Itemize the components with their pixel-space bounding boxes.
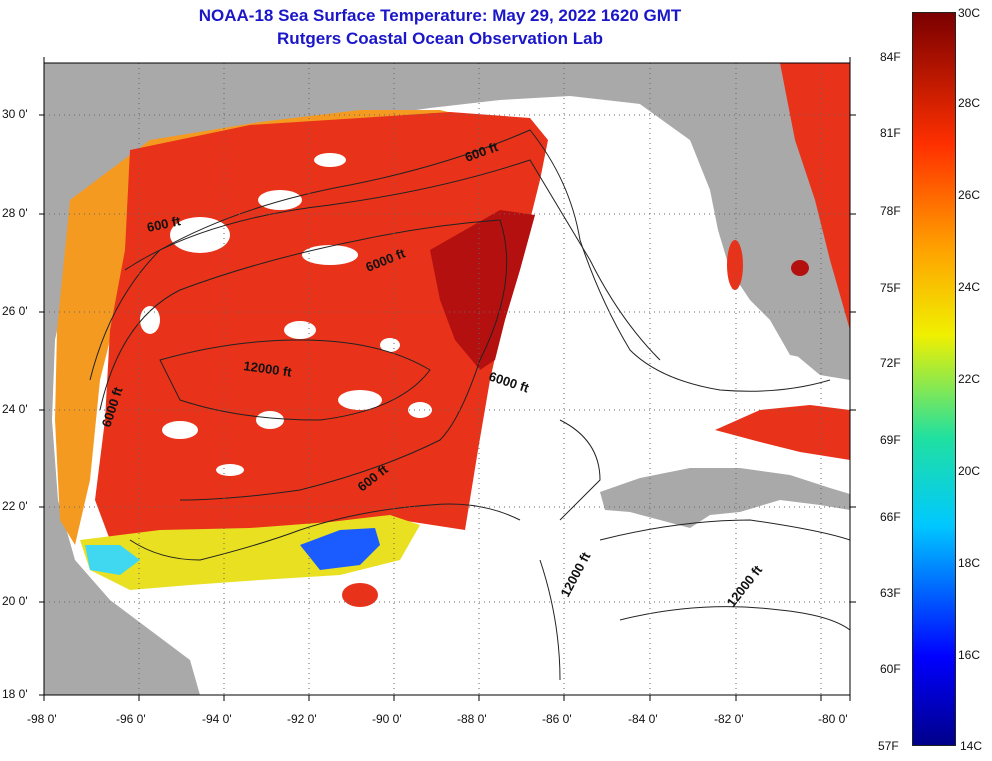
sst-blob-lake: [791, 260, 809, 276]
colorbar-c-label: 14C: [960, 739, 983, 753]
colorbar-c-label: 16C: [958, 648, 981, 662]
lon-label: -82 0': [714, 712, 744, 726]
sst-upwelling-blue: [300, 528, 380, 570]
sst-atlantic: [780, 63, 850, 330]
lat-label: 24 0': [2, 402, 28, 416]
colorbar-f-label: 81F: [880, 126, 901, 140]
lon-label: -86 0': [542, 712, 572, 726]
sst-blob-campeche: [342, 583, 378, 607]
colorbar-c-label: 30C: [958, 6, 981, 20]
colorbar-f-label: 75F: [880, 281, 901, 295]
lon-label: -90 0': [372, 712, 402, 726]
colorbar-f-label: 60F: [880, 662, 901, 676]
colorbar-c-label: 20C: [958, 464, 981, 478]
axis-ticks: [39, 57, 856, 701]
colorbar-f-label: 57F: [878, 739, 899, 753]
lon-label: -80 0': [818, 712, 848, 726]
graticule: [44, 63, 850, 695]
map-frame: [43, 62, 851, 696]
colorbar-f-label: 69F: [880, 433, 901, 447]
sst-blob-tampa: [727, 240, 743, 290]
lat-label: 30 0': [2, 107, 28, 121]
lat-label: 28 0': [2, 206, 28, 220]
colorbar-c-label: 18C: [958, 556, 981, 570]
colorbar-c-label: 28C: [958, 96, 981, 110]
lat-label: 26 0': [2, 304, 28, 318]
colorbar-f-label: 72F: [880, 356, 901, 370]
bathymetry-contours: [89, 129, 850, 681]
colorbar-c-label: 24C: [958, 280, 981, 294]
lon-label: -92 0': [287, 712, 317, 726]
lat-label: 20 0': [2, 594, 28, 608]
cloud-patches: [140, 153, 432, 476]
lon-label: -98 0': [27, 712, 57, 726]
sst-hot: [430, 210, 535, 370]
colorbar-c-label: 26C: [958, 188, 981, 202]
contour-label: 12000 ft: [243, 358, 294, 380]
lon-label: -96 0': [116, 712, 146, 726]
lat-label: 18 0': [2, 687, 28, 701]
lon-label: -88 0': [457, 712, 487, 726]
lon-label: -84 0': [628, 712, 658, 726]
florida-land: [640, 100, 840, 360]
lon-label: -94 0': [202, 712, 232, 726]
yucatan-land: [400, 520, 580, 695]
map-title: NOAA-18 Sea Surface Temperature: May 29,…: [198, 6, 682, 25]
contour-label: 600 ft: [146, 213, 183, 235]
lat-label: 22 0': [2, 499, 28, 513]
colorbar-f-label: 63F: [880, 586, 901, 600]
colorbar-f-label: 66F: [880, 510, 901, 524]
cuba-land: [600, 468, 850, 528]
sst-upwelling-cyan: [85, 545, 140, 575]
colorbar-f-label: 78F: [880, 204, 901, 218]
map-subtitle: Rutgers Coastal Ocean Observation Lab: [277, 29, 603, 48]
sst-straits: [715, 405, 850, 460]
colorbar: [912, 12, 956, 746]
colorbar-c-label: 22C: [958, 372, 981, 386]
colorbar-f-label: 84F: [880, 50, 901, 64]
sst-blob-pensacola: [413, 113, 457, 137]
